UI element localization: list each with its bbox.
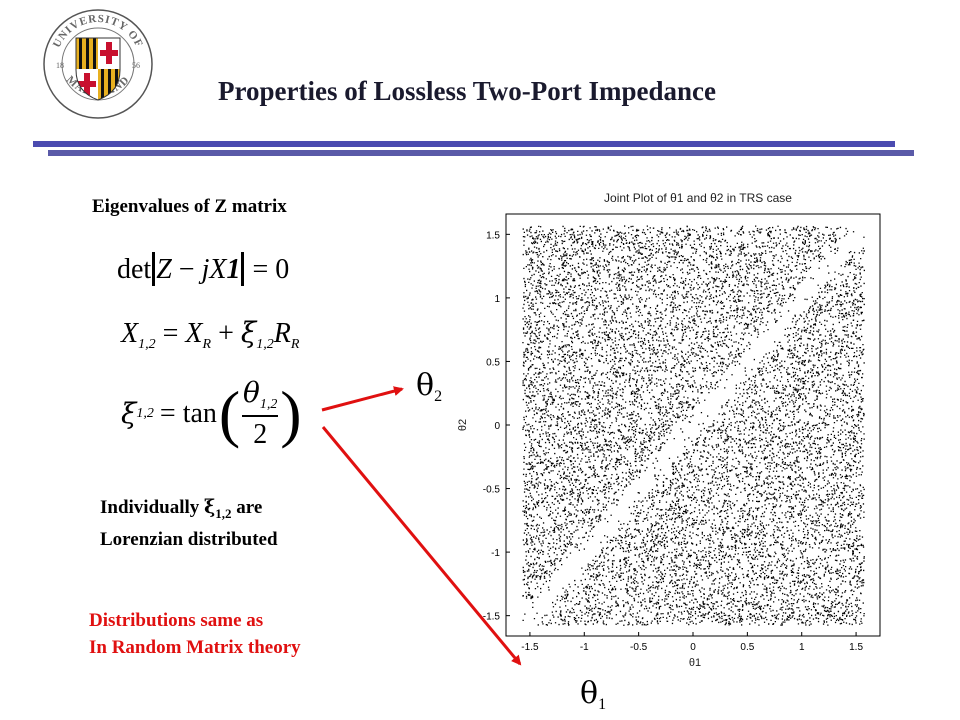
eq3-sub12: 1,2: [136, 405, 154, 421]
desc-line2: Lorenzian distributed: [100, 529, 278, 550]
eq3-fraction: θ1,2 2: [242, 376, 279, 451]
eq2-subr: R: [202, 337, 212, 352]
y-tick-label: -0.5: [483, 485, 501, 496]
x-tick-label: -0.5: [630, 642, 648, 653]
eq3-frac-line: [242, 415, 279, 417]
eq1-minus: −: [178, 254, 195, 285]
equation-xi12: ξ 1,2 = tan ( θ1,2 2 ): [121, 376, 302, 451]
eq3-den: 2: [253, 419, 268, 450]
eq3-sub12b: 1,2: [259, 397, 278, 412]
x-tick-label: 0: [690, 642, 696, 653]
logo-year-right: 56: [132, 61, 140, 70]
equation-determinant: det Z − jX1 = 0: [117, 252, 289, 286]
theta1-symbol: θ: [580, 676, 599, 711]
x-tick-label: 1.5: [849, 642, 863, 653]
eq2-r: R: [273, 318, 291, 349]
y-tick-label: 0: [494, 421, 500, 432]
eq2-xr: X: [185, 318, 203, 349]
eq2-x: X: [121, 318, 139, 349]
eq3-theta: θ: [243, 376, 260, 409]
y-tick-label: 1: [494, 294, 500, 305]
eq2-subr2: R: [290, 337, 300, 352]
desc-sub: 1,2: [215, 506, 232, 521]
x-tick-label: 0.5: [740, 642, 754, 653]
theta2-label: θ2: [416, 368, 442, 406]
eq2-sub12b: 1,2: [256, 337, 274, 352]
slide-title: Properties of Lossless Two-Port Impedanc…: [218, 76, 716, 106]
theta1-label: θ1: [580, 676, 606, 714]
y-axis-label: θ2: [457, 419, 469, 431]
chart-title: Joint Plot of θ1 and θ2 in TRS case: [604, 191, 792, 205]
random-matrix-note: Distributions same as In Random Matrix t…: [89, 607, 301, 661]
eq3-paren-right: ): [280, 377, 302, 449]
y-tick-label: -1: [491, 548, 500, 559]
title-rule-top: [33, 141, 895, 147]
lorenzian-description: Individually ξ1,2 are Lorenzian distribu…: [100, 494, 278, 553]
y-tick-label: 0.5: [486, 357, 500, 368]
arrow-to-theta2: [321, 386, 404, 412]
plot-area: [505, 213, 881, 637]
y-tick-label: 1.5: [486, 230, 500, 241]
eq1-rhs: = 0: [252, 254, 290, 285]
eq1-det: det: [117, 254, 152, 285]
eq1-bar-right: [241, 252, 245, 286]
note-line1: Distributions same as: [89, 610, 264, 631]
y-tick-label: -1.5: [483, 612, 501, 623]
joint-plot-chart: Joint Plot of θ1 and θ2 in TRS case -1.5…: [457, 191, 881, 669]
eq3-paren-left: (: [218, 377, 241, 449]
eq1-identity: 1: [226, 254, 241, 285]
eq2-plus: +: [218, 318, 234, 349]
eq2-eq: =: [162, 318, 179, 349]
eq3-tan: = tan: [159, 397, 217, 429]
desc-xi: ξ: [204, 496, 216, 518]
x-tick-label: -1.5: [521, 642, 539, 653]
eq1-bar-left: [152, 252, 156, 286]
eq3-xi: ξ: [121, 397, 137, 430]
equation-x12: X1,2 = XR + ξ1,2RR: [121, 316, 299, 353]
eq2-xi: ξ: [240, 316, 257, 349]
desc-line1-b: are: [231, 497, 263, 518]
x-tick-label: -1: [580, 642, 589, 653]
theta2-symbol: θ: [416, 368, 435, 403]
desc-line1-a: Individually: [100, 497, 205, 518]
note-line2: In Random Matrix theory: [89, 637, 301, 658]
x-axis-label: θ1: [689, 657, 701, 669]
theta1-subscript: 1: [598, 696, 607, 713]
title-rule-bottom: [48, 150, 914, 156]
eq1-jx: jX: [201, 254, 227, 285]
theta2-subscript: 2: [434, 388, 443, 405]
university-seal-logo: UNIVERSITY OF MARYLAND 18 56: [43, 9, 153, 119]
x-axis-ticks: -1.5 -1 -0.5 0 0.5 1 1.5: [521, 632, 863, 653]
x-tick-label: 1: [799, 642, 805, 653]
eigenvalues-heading: Eigenvalues of Z matrix: [92, 196, 287, 217]
eq2-sub12: 1,2: [138, 337, 156, 352]
eq1-z: Z: [156, 254, 172, 285]
logo-year-left: 18: [56, 61, 64, 70]
